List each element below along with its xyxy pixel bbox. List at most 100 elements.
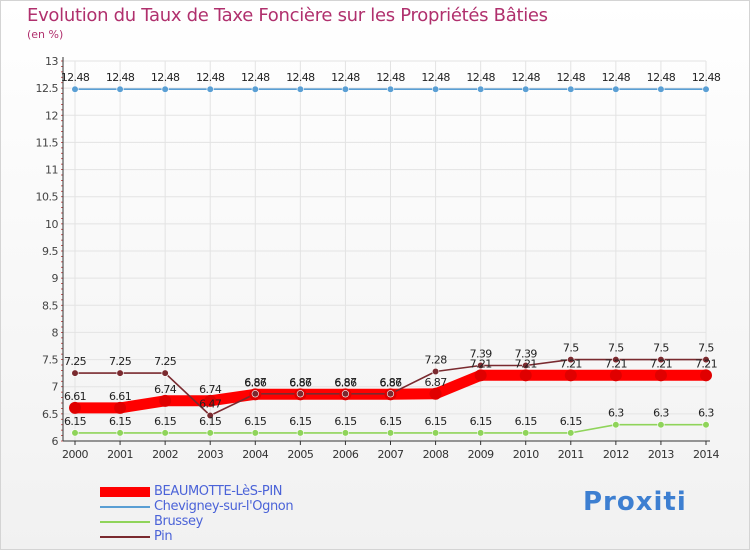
- data-label: 12.48: [196, 71, 225, 84]
- data-label: 6.15: [64, 415, 87, 428]
- data-point: [251, 390, 259, 398]
- data-point: [477, 85, 485, 93]
- legend-swatch: [100, 536, 150, 538]
- data-label: 6.15: [334, 415, 357, 428]
- legend-label: Pin: [154, 529, 173, 544]
- data-label: 7.21: [560, 357, 582, 370]
- data-label: 6.3: [653, 407, 669, 420]
- x-tick-label: 2013: [648, 448, 674, 461]
- data-point: [522, 361, 530, 370]
- y-tick-label: 8: [52, 326, 59, 339]
- data-point: [206, 85, 214, 93]
- x-tick-label: 2006: [332, 448, 358, 461]
- data-point: [116, 429, 124, 437]
- data-point: [612, 355, 620, 364]
- y-tick-label: 7: [52, 381, 59, 394]
- data-point: [161, 429, 169, 437]
- data-label: 12.48: [241, 71, 270, 84]
- data-point: [386, 390, 395, 398]
- data-label: 6.15: [109, 415, 132, 428]
- data-label: 7.21: [470, 357, 492, 370]
- data-label: 6.15: [154, 415, 177, 428]
- y-tick-label: 10: [45, 218, 58, 231]
- data-label: 6.86: [334, 376, 357, 389]
- data-point: [386, 85, 395, 93]
- y-tick-label: 13: [45, 55, 58, 68]
- data-point: [567, 85, 575, 93]
- data-label: 6.3: [608, 407, 624, 420]
- data-point: [206, 411, 214, 420]
- data-label: 12.48: [647, 71, 676, 84]
- data-point: [116, 85, 124, 93]
- data-point: [431, 85, 440, 93]
- legend-item: Chevigney-sur-l'Ognon: [100, 499, 420, 514]
- data-point: [429, 387, 442, 400]
- data-point: [519, 369, 532, 382]
- y-tick-label: 6: [52, 435, 59, 448]
- data-point: [477, 429, 485, 437]
- data-point: [71, 85, 79, 93]
- data-point: [71, 369, 79, 377]
- data-point: [71, 429, 79, 437]
- data-label: 7.25: [154, 355, 177, 368]
- data-label: 7.25: [64, 355, 87, 368]
- data-label: 12.48: [106, 71, 135, 84]
- data-point: [161, 369, 169, 377]
- data-label: 12.48: [692, 71, 721, 84]
- data-label: 6.87: [289, 376, 312, 389]
- data-label: 6.15: [199, 415, 222, 428]
- y-tick-label: 6.5: [42, 408, 58, 421]
- data-label: 7.39: [515, 348, 538, 361]
- data-point: [296, 390, 304, 398]
- legend-swatch: [100, 521, 150, 523]
- legend-item: Pin: [100, 529, 420, 544]
- y-tick-label: 12.5: [36, 82, 59, 95]
- data-label: 6.15: [425, 415, 448, 428]
- data-label: 7.28: [425, 354, 448, 367]
- data-point: [522, 85, 530, 93]
- data-label: 7.5: [698, 342, 714, 355]
- data-point: [251, 429, 259, 437]
- data-point: [657, 421, 665, 429]
- data-label: 7.5: [653, 342, 669, 355]
- legend-item: BEAUMOTTE-LèS-PIN: [100, 484, 420, 499]
- data-point: [204, 394, 217, 407]
- data-point: [702, 355, 710, 364]
- data-point: [702, 85, 710, 93]
- data-point: [657, 85, 665, 93]
- y-tick-label: 7.5: [42, 354, 58, 367]
- data-label: 12.48: [376, 71, 405, 84]
- data-label: 7.39: [470, 348, 493, 361]
- data-point: [702, 421, 710, 429]
- y-tick-label: 11.5: [36, 136, 59, 149]
- data-label: 12.48: [557, 71, 586, 84]
- data-label: 6.87: [379, 376, 402, 389]
- data-label: 7.5: [563, 342, 579, 355]
- y-tick-label: 9.5: [42, 245, 58, 258]
- legend-swatch: [100, 506, 150, 508]
- data-label: 12.48: [61, 71, 90, 84]
- brand-text: Proxiti: [583, 487, 687, 517]
- data-label: 12.48: [151, 71, 180, 84]
- data-label: 7.21: [695, 357, 717, 370]
- data-label: 6.15: [244, 415, 267, 428]
- x-tick-label: 2014: [693, 448, 719, 461]
- data-point: [567, 355, 575, 364]
- data-point: [341, 85, 350, 93]
- data-point: [700, 369, 712, 382]
- data-label: 6.87: [425, 376, 448, 389]
- legend: BEAUMOTTE-LèS-PIN Chevigney-sur-l'Ognon …: [100, 484, 420, 544]
- data-point: [609, 369, 622, 382]
- x-tick-label: 2011: [558, 448, 584, 461]
- brand-logo[interactable]: Proxiti: [583, 487, 687, 517]
- data-point: [69, 401, 81, 414]
- data-label: 6.15: [515, 415, 538, 428]
- y-axis-unit: (en %): [27, 28, 64, 41]
- x-tick-label: 2012: [603, 448, 629, 461]
- data-label: 6.61: [64, 390, 86, 403]
- data-point: [474, 369, 487, 382]
- data-label: 6.3: [698, 407, 714, 420]
- data-point: [296, 85, 304, 93]
